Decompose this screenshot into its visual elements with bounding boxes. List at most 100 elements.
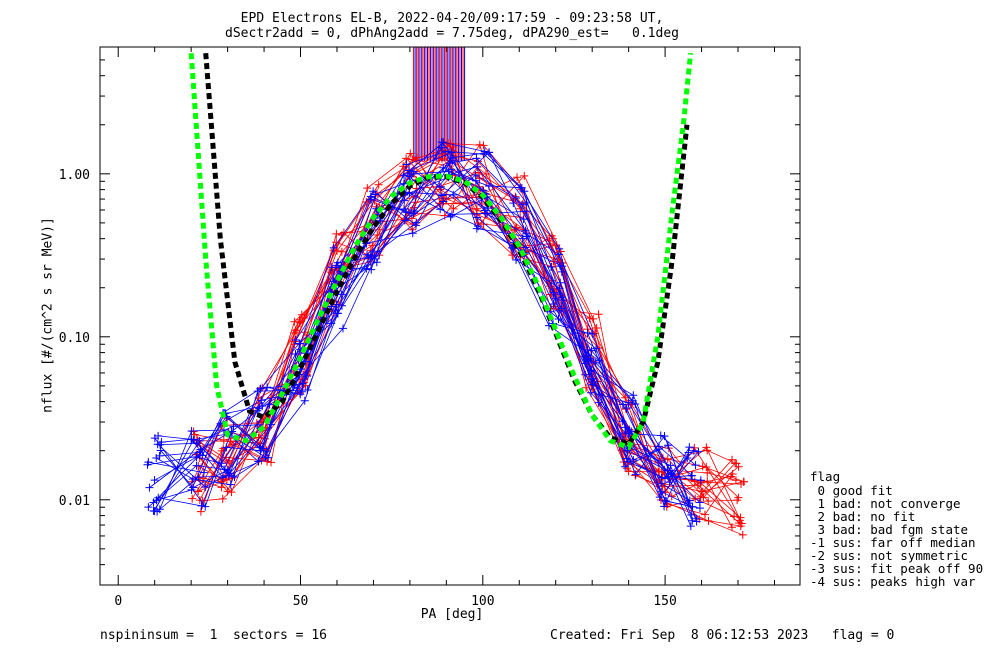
data-point-blue (447, 148, 456, 157)
data-point-blue (154, 493, 163, 502)
data-point-red (520, 171, 529, 180)
data-point-blue (657, 473, 666, 482)
x-tick-label: 50 (293, 594, 309, 609)
data-point-red (295, 315, 304, 324)
data-point-red (412, 153, 421, 162)
data-point-blue (220, 465, 229, 474)
data-point-blue (618, 400, 627, 409)
data-point-blue (472, 162, 481, 171)
data-point-blue (145, 483, 154, 492)
legend-item: -2 sus: not symmetric (810, 548, 969, 563)
data-point-red (731, 476, 740, 485)
series-line-blue (158, 167, 693, 508)
data-point-red (227, 488, 236, 497)
chart-title-line2: dSectr2add = 0, dPhAng2add = 7.75deg, dP… (225, 26, 679, 41)
data-point-blue (192, 453, 201, 462)
data-point-blue (218, 473, 227, 482)
series-line-blue (148, 146, 692, 479)
data-point-red (267, 458, 276, 467)
data-point-blue (362, 264, 371, 273)
data-point-blue (439, 163, 448, 172)
data-point-red (410, 203, 419, 212)
series-line-blue (148, 176, 690, 508)
series-line-red (197, 158, 732, 492)
data-point-red (547, 231, 556, 240)
data-point-blue (255, 404, 264, 413)
data-point-red (254, 433, 263, 442)
data-point-red (734, 493, 743, 502)
data-point-blue (188, 474, 197, 483)
data-point-blue (622, 454, 631, 463)
data-point-blue (144, 503, 153, 512)
data-point-blue (331, 306, 340, 315)
data-point-blue (694, 447, 703, 456)
data-point-blue (267, 420, 276, 429)
data-point-red (219, 436, 228, 445)
data-point-blue (471, 171, 480, 180)
series-line-red (197, 153, 741, 521)
data-point-blue (551, 294, 560, 303)
data-point-red (406, 149, 415, 158)
series-line-red (196, 142, 734, 516)
data-point-blue (622, 404, 631, 413)
data-point-blue (399, 179, 408, 188)
data-point-blue (437, 191, 446, 200)
data-point-blue (557, 293, 566, 302)
series-line-blue (156, 157, 691, 501)
data-point-blue (371, 190, 380, 199)
data-point-blue (556, 278, 565, 287)
data-point-blue (522, 198, 531, 207)
data-point-blue (437, 143, 446, 152)
series-line-red (197, 165, 737, 492)
data-point-blue (402, 160, 411, 169)
data-point-red (731, 459, 740, 468)
y-tick-label: 1.00 (59, 168, 90, 183)
data-point-blue (333, 258, 342, 267)
series-line-red (193, 157, 738, 502)
series-line-blue (156, 175, 693, 512)
x-tick-label: 150 (653, 594, 676, 609)
data-point-blue (257, 396, 266, 405)
y-axis-label: nflux [#/(cm^2 s sr MeV)] (40, 217, 56, 413)
data-point-blue (516, 183, 525, 192)
data-point-blue (448, 157, 457, 166)
data-point-blue (327, 263, 336, 272)
data-point-red (728, 469, 737, 478)
data-point-blue (297, 387, 306, 396)
legend-item: 3 bad: bad fgm state (810, 522, 969, 537)
data-point-blue (223, 466, 232, 475)
data-point-blue (437, 138, 446, 147)
data-point-blue (695, 498, 704, 507)
data-point-blue (401, 208, 410, 217)
legend-item: -4 sus: peaks high var (810, 574, 976, 589)
series-line-blue (159, 151, 701, 503)
data-point-blue (692, 514, 701, 523)
data-point-red (332, 229, 341, 238)
data-point-blue (155, 451, 164, 460)
data-point-red (735, 516, 744, 525)
data-point-blue (522, 232, 531, 241)
data-point-blue (157, 438, 166, 447)
data-point-blue (437, 182, 446, 191)
data-point-red (368, 241, 377, 250)
data-point-red (373, 231, 382, 240)
legend-item: 1 bad: not converge (810, 496, 961, 511)
data-point-blue (655, 493, 664, 502)
data-point-blue (400, 196, 409, 205)
data-point-blue (689, 446, 698, 455)
data-point-blue (519, 215, 528, 224)
data-point-blue (485, 148, 494, 157)
data-point-blue (196, 448, 205, 457)
data-point-blue (187, 426, 196, 435)
data-point-blue (595, 356, 604, 365)
data-point-blue (195, 436, 204, 445)
data-point-blue (624, 398, 633, 407)
data-point-blue (295, 339, 304, 348)
data-point-blue (370, 255, 379, 264)
series-line-blue (157, 192, 699, 498)
data-point-blue (226, 480, 235, 489)
data-point-blue (549, 299, 558, 308)
data-point-blue (631, 470, 640, 479)
data-point-blue (472, 154, 481, 163)
